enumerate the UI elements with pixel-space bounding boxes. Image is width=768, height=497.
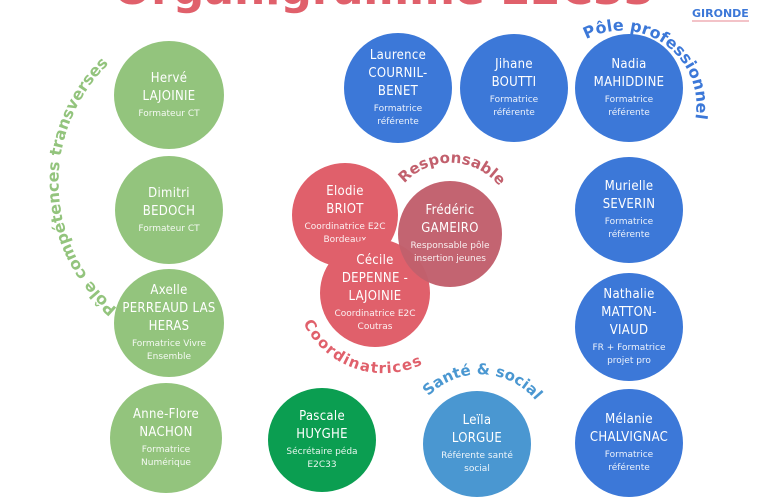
- person-node: Leïla LORGUE Référente santé social: [423, 391, 531, 497]
- pole-competences-label: Pôle compétences transverses: [43, 53, 119, 320]
- person-last-name: CHALVIGNAC: [589, 430, 669, 445]
- person-node: Pascale HUYGHE Sécrétaire péda E2C33: [268, 388, 376, 492]
- person-last-name: SEVERIN: [602, 197, 656, 212]
- person-last-name: COURNIL-BENET: [368, 66, 428, 99]
- person-role: Formatrice Numérique: [141, 445, 191, 468]
- person-last-name: DEPENNE - LAJOINIE: [341, 271, 409, 304]
- person-last-name: PERREAUD LAS HERAS: [122, 301, 216, 334]
- person-role: Référente santé social: [441, 451, 513, 474]
- person-last-name: LAJOINIE: [142, 88, 196, 104]
- person-first-name: Murielle: [604, 179, 654, 194]
- person-role: Responsable pôle insertion jeunes: [410, 241, 490, 264]
- person-last-name: MAHIDDINE: [593, 75, 665, 90]
- person-first-name: Frédéric: [425, 203, 475, 218]
- person-first-name: Leïla: [462, 413, 492, 428]
- person-node: Axelle PERREAUD LAS HERAS Formatrice Viv…: [114, 269, 224, 377]
- person-node: Dimitri BEDOCH Formateur CT: [115, 156, 223, 264]
- person-role: Formatrice référente: [604, 217, 654, 240]
- person-role: Coordinatrice E2C Coutras: [334, 309, 416, 332]
- person-role: Formatrice référente: [489, 95, 539, 118]
- person-role: Formatrice référente: [604, 95, 654, 118]
- person-first-name: Anne-Flore: [132, 407, 200, 422]
- person-first-name: Axelle: [150, 283, 188, 298]
- person-last-name: HUYGHE: [296, 427, 348, 442]
- person-first-name: Mélanie: [605, 412, 653, 427]
- person-last-name: MATTON-VIAUD: [601, 305, 657, 338]
- person-node: Nathalie MATTON-VIAUD FR + Formatrice pr…: [575, 273, 683, 381]
- person-last-name: GAMEIRO: [421, 221, 479, 236]
- person-role: Sécrétaire péda E2C33: [286, 447, 358, 470]
- person-last-name: NACHON: [139, 425, 193, 440]
- gironde-logo: GIRONDE: [692, 7, 749, 22]
- person-role: Formatrice référente: [604, 450, 654, 473]
- person-role: Formateur CT: [138, 108, 200, 119]
- person-first-name: Elodie: [326, 184, 364, 199]
- person-node: Cécile DEPENNE - LAJOINIE Coordinatrice …: [320, 239, 430, 347]
- person-last-name: BRIOT: [326, 202, 364, 217]
- person-node: Nadia MAHIDDINE Formatrice référente: [575, 34, 683, 142]
- person-node: Murielle SEVERIN Formatrice référente: [575, 157, 683, 263]
- person-first-name: Laurence: [369, 48, 427, 63]
- person-role: Coordinatrice E2C Bordeaux: [304, 222, 386, 245]
- person-node: Hervé LAJOINIE Formateur CT: [114, 41, 224, 149]
- person-first-name: Nadia: [611, 57, 647, 72]
- person-role: Formateur CT: [138, 223, 200, 234]
- person-first-name: Cécile: [356, 253, 394, 268]
- person-node: Laurence COURNIL-BENET Formatrice référe…: [344, 33, 452, 143]
- person-node: Frédéric GAMEIRO Responsable pôle insert…: [398, 181, 502, 287]
- person-node: Jihane BOUTTI Formatrice référente: [460, 34, 568, 142]
- person-node: Anne-Flore NACHON Formatrice Numérique: [110, 383, 222, 493]
- person-node: Mélanie CHALVIGNAC Formatrice référente: [575, 389, 683, 497]
- person-role: FR + Formatrice projet pro: [592, 343, 666, 366]
- person-last-name: BEDOCH: [142, 203, 196, 219]
- person-first-name: Dimitri: [148, 185, 190, 201]
- person-role: Formatrice Vivre Ensemble: [131, 339, 207, 362]
- person-first-name: Nathalie: [603, 287, 655, 302]
- person-first-name: Jihane: [495, 57, 533, 72]
- person-first-name: Hervé: [150, 70, 188, 86]
- person-role: Formatrice référente: [373, 104, 423, 127]
- person-first-name: Pascale: [299, 409, 345, 424]
- person-last-name: BOUTTI: [491, 75, 537, 90]
- person-last-name: LORGUE: [451, 431, 503, 446]
- page-title: Organigramme E2C33: [0, 0, 768, 15]
